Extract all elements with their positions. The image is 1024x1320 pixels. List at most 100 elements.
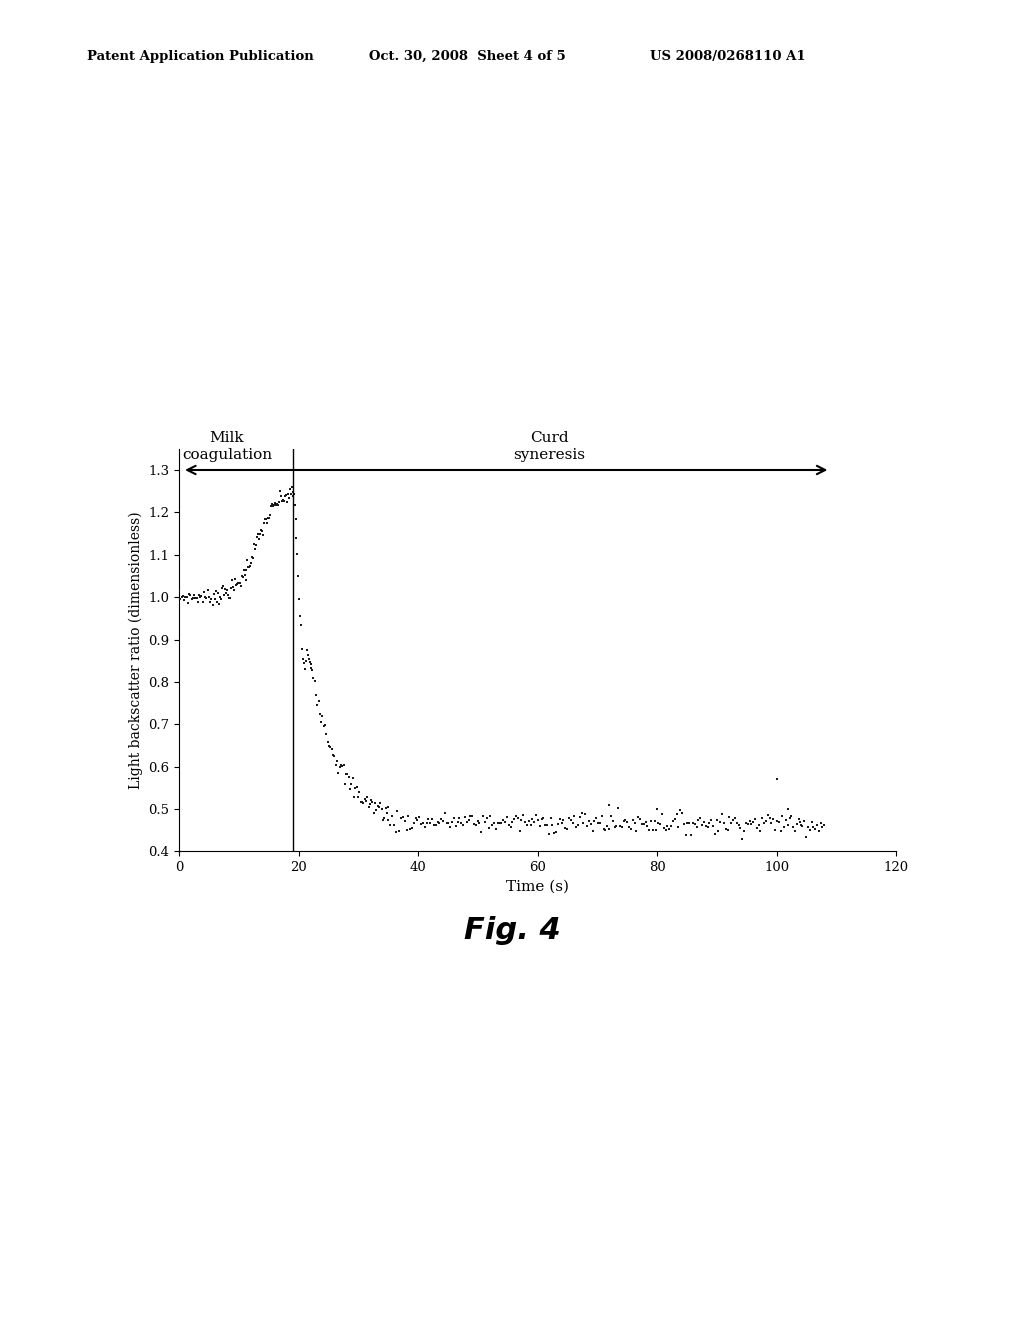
Point bbox=[294, 639, 310, 660]
Point bbox=[663, 816, 679, 837]
Point bbox=[411, 807, 427, 828]
Point bbox=[330, 762, 346, 783]
Point bbox=[756, 812, 772, 833]
Point bbox=[531, 816, 548, 837]
Point bbox=[701, 812, 718, 833]
Point bbox=[679, 813, 695, 834]
Point bbox=[209, 591, 225, 612]
Point bbox=[237, 565, 253, 586]
Point bbox=[599, 816, 615, 837]
Point bbox=[699, 817, 716, 838]
Point bbox=[193, 586, 209, 607]
Point bbox=[228, 574, 245, 595]
Point bbox=[206, 583, 222, 605]
Point bbox=[429, 810, 445, 832]
Point bbox=[214, 577, 230, 598]
Point bbox=[297, 659, 313, 680]
Point bbox=[190, 585, 207, 606]
Point bbox=[620, 810, 636, 832]
Point bbox=[318, 723, 335, 744]
Point bbox=[238, 569, 254, 590]
Point bbox=[313, 711, 330, 733]
Point bbox=[337, 774, 353, 795]
Point bbox=[578, 804, 594, 825]
Point bbox=[309, 694, 326, 715]
Point bbox=[350, 787, 367, 808]
Point bbox=[692, 808, 709, 829]
Point bbox=[711, 821, 727, 842]
Point bbox=[367, 793, 383, 814]
Point bbox=[365, 792, 381, 813]
Point bbox=[625, 809, 641, 830]
Point bbox=[667, 808, 683, 829]
Point bbox=[189, 591, 206, 612]
Point bbox=[730, 814, 746, 836]
Point bbox=[686, 813, 702, 834]
Point bbox=[205, 594, 221, 615]
Point bbox=[178, 586, 195, 607]
Point bbox=[515, 804, 531, 825]
Point bbox=[339, 763, 355, 784]
Point bbox=[652, 813, 669, 834]
Point bbox=[248, 535, 264, 556]
Point bbox=[376, 808, 392, 829]
Point bbox=[793, 812, 809, 833]
Point bbox=[300, 649, 316, 671]
Point bbox=[342, 779, 358, 800]
Point bbox=[172, 589, 188, 610]
Point bbox=[333, 755, 349, 776]
Point bbox=[222, 578, 239, 599]
Point bbox=[796, 810, 812, 832]
Point bbox=[194, 586, 210, 607]
Point bbox=[202, 591, 218, 612]
Point bbox=[217, 579, 233, 601]
Point bbox=[256, 512, 272, 533]
Point bbox=[559, 818, 575, 840]
Point bbox=[812, 813, 828, 834]
Point bbox=[581, 810, 597, 832]
Point bbox=[741, 810, 758, 832]
Point bbox=[391, 821, 408, 842]
Point bbox=[767, 820, 783, 841]
Point bbox=[709, 809, 725, 830]
Point bbox=[326, 746, 342, 767]
Point bbox=[453, 812, 469, 833]
Point bbox=[623, 818, 639, 840]
Y-axis label: Light backscatter ratio (dimensionless): Light backscatter ratio (dimensionless) bbox=[128, 511, 142, 789]
Point bbox=[788, 813, 805, 834]
Point bbox=[473, 821, 489, 842]
Point bbox=[380, 796, 396, 817]
Point bbox=[269, 495, 286, 516]
Point bbox=[374, 799, 390, 820]
Point bbox=[469, 810, 485, 832]
Point bbox=[793, 814, 809, 836]
Point bbox=[310, 690, 327, 711]
Point bbox=[645, 820, 662, 841]
Point bbox=[234, 566, 251, 587]
Point bbox=[224, 577, 241, 598]
Point bbox=[210, 582, 226, 603]
Text: Patent Application Publication: Patent Application Publication bbox=[87, 50, 313, 63]
Point bbox=[575, 812, 592, 833]
Point bbox=[745, 812, 762, 833]
Point bbox=[438, 812, 455, 833]
Point bbox=[536, 807, 552, 828]
Point bbox=[360, 797, 377, 818]
Point bbox=[653, 804, 670, 825]
Point bbox=[588, 808, 604, 829]
Point bbox=[526, 812, 543, 833]
Point bbox=[546, 822, 562, 843]
Text: US 2008/0268110 A1: US 2008/0268110 A1 bbox=[650, 50, 806, 63]
Point bbox=[510, 808, 526, 829]
Point bbox=[311, 704, 328, 725]
Point bbox=[816, 814, 833, 836]
Point bbox=[287, 494, 303, 515]
Point bbox=[783, 807, 800, 828]
Point bbox=[579, 816, 595, 837]
Point bbox=[504, 812, 520, 833]
Point bbox=[171, 581, 187, 602]
Point bbox=[372, 792, 388, 813]
Point bbox=[778, 809, 795, 830]
Point bbox=[394, 807, 411, 828]
Point bbox=[571, 807, 588, 828]
